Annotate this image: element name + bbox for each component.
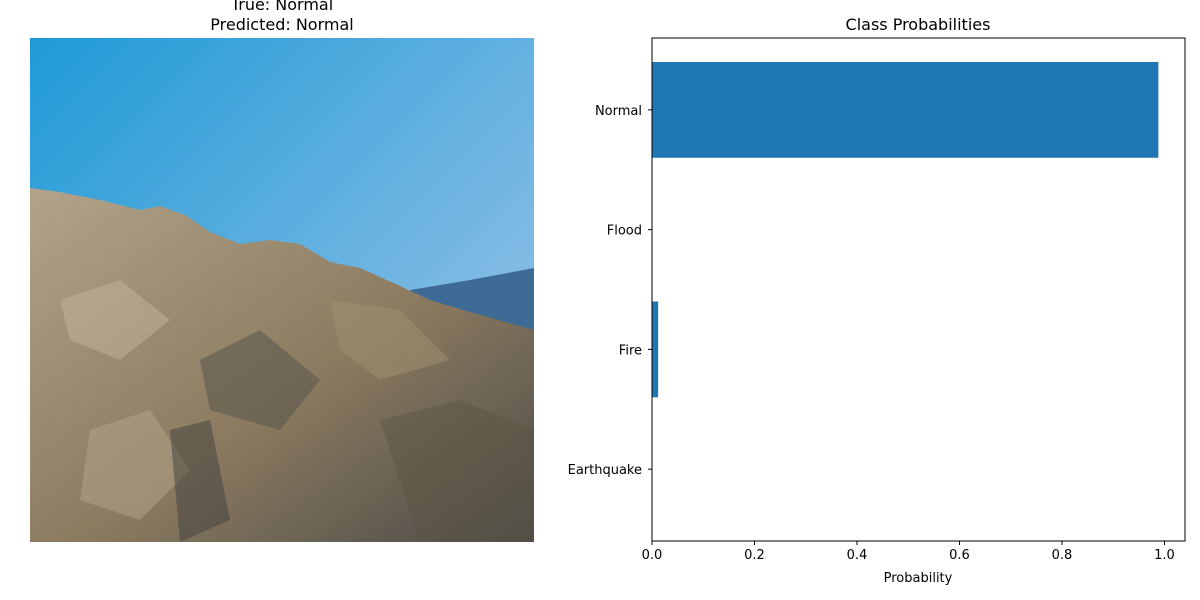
bar-chart: Class Probabilities Earthquake Fire Flood N… <box>568 15 1186 586</box>
photo-crevice <box>170 420 230 542</box>
x-tick-label: 1.0 <box>1154 548 1175 563</box>
chart-title: Class Probabilities <box>846 15 991 34</box>
y-tick-label: Normal <box>595 104 642 119</box>
photo-rock-right <box>380 400 534 542</box>
x-tick-label: 0.8 <box>1052 548 1073 563</box>
y-tick-label: Fire <box>619 343 642 358</box>
y-tick-label: Earthquake <box>568 463 642 478</box>
bar-fire <box>652 301 659 398</box>
sample-photo <box>30 38 534 542</box>
plot-frame <box>651 37 1186 542</box>
photo-rock-shadow <box>200 330 320 430</box>
photo-rock-lower <box>80 410 190 520</box>
photo-rock-highlight <box>60 280 170 360</box>
image-panel: True: Normal Predicted: Normal <box>30 0 534 542</box>
photo-rock-patch <box>330 300 450 380</box>
x-axis-label: Probability <box>884 571 953 586</box>
x-tick-label: 0.6 <box>949 548 970 563</box>
bars <box>652 61 1159 398</box>
y-axis: Earthquake Fire Flood Normal <box>568 104 652 478</box>
bar-normal <box>652 61 1159 158</box>
predicted-label-title: Predicted: Normal <box>210 15 353 34</box>
x-tick-label: 0.2 <box>744 548 765 563</box>
x-axis: 0.0 0.2 0.4 0.6 0.8 1.0 <box>642 541 1175 563</box>
y-tick-label: Flood <box>607 224 642 239</box>
x-tick-label: 0.4 <box>847 548 868 563</box>
true-label-title: True: Normal <box>230 0 333 14</box>
x-tick-label: 0.0 <box>642 548 663 563</box>
